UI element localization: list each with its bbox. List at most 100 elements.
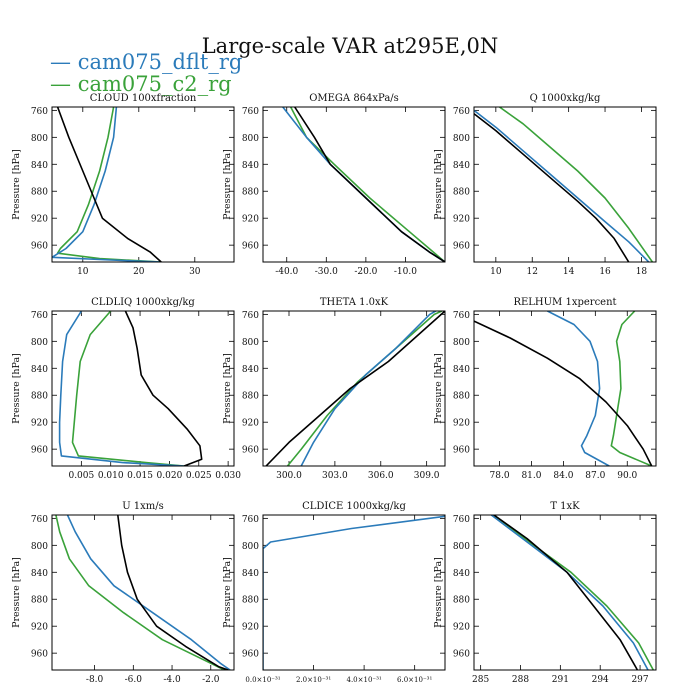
series-line-black [493,515,639,670]
series-line-cam075-c2-rg [286,311,443,466]
x-tick-label: -10.0 [394,267,417,277]
plot-frame [262,106,446,263]
series-line-black [294,107,445,262]
panel-1: CLOUD 100xfraction Pressure [hPa] 760 800 84… [11,93,235,277]
x-tick-label: 14 [563,267,575,277]
plot-frame [473,310,657,467]
legend-label-c2: cam075_c2_rg [77,72,232,96]
series-line-cam075-dflt-rg [547,311,610,466]
x-tick-label: -8.0 [86,675,104,685]
panel-title: Q 1000xkg/kg [530,93,601,104]
y-tick-label: 840 [31,365,48,375]
series-line-cam075-c2-rg [493,515,655,670]
x-tick-label: 87.0 [585,471,605,481]
panel-9: T 1xK Pressure [hPa] 760 800 840 880 920 960 285… [433,501,657,685]
y-tick-label: 760 [31,515,48,525]
series-line-cam075-c2-rg [71,311,185,466]
y-tick-label: 840 [242,161,259,171]
x-tick-label: 303.0 [322,471,348,481]
series-line-black [117,515,229,670]
x-tick-label: 90.0 [617,471,637,481]
x-tick-label: 0.005 [68,471,94,481]
y-tick-label: 960 [242,242,259,252]
y-axis-label: Pressure [hPa] [222,149,233,220]
y-tick-label: 880 [242,188,259,198]
y-tick-label: 960 [31,650,48,660]
y-tick-label: 920 [242,215,259,225]
y-tick-label: 800 [31,338,48,348]
x-tick-label: 18 [636,267,648,277]
x-tick-label: 78.0 [490,471,510,481]
y-tick-label: 800 [453,134,470,144]
x-tick-label: 84.0 [553,471,573,481]
y-tick-label: 920 [31,419,48,429]
y-tick-label: 840 [453,569,470,579]
y-tick-label: 960 [242,446,259,456]
series-line-black [56,107,162,262]
series-line-cam075-c2-rg [289,107,445,262]
series-line-cam075-dflt-rg [300,311,437,466]
y-tick-label: 960 [453,242,470,252]
series-line-cam075-c2-rg [55,515,225,670]
y-axis-label: Pressure [hPa] [222,353,233,424]
series-line-cam075-dflt-rg [263,515,445,670]
x-tick-label: 0.015 [127,471,153,481]
x-tick-label: 16 [599,267,611,277]
y-tick-label: 880 [31,596,48,606]
y-axis-label: Pressure [hPa] [433,353,444,424]
x-tick-label: -20.0 [354,267,377,277]
y-tick-label: 840 [242,569,259,579]
y-axis-label: Pressure [hPa] [222,557,233,628]
x-tick-label: 0.025 [186,471,212,481]
x-tick-label: -4.0 [163,675,181,685]
x-tick-label: 30 [189,267,201,277]
series-line-cam075-dflt-rg [474,109,650,262]
series-line-black [124,311,203,466]
x-tick-label: 10 [490,267,502,277]
y-tick-label: 760 [31,311,48,321]
y-tick-label: 800 [31,542,48,552]
panel-2: OMEGA 864xPa/s Pressure [hPa] 760 800 840 880… [222,93,446,277]
series-line-cam075-dflt-rg [490,515,649,670]
x-tick-label: 0.010 [98,471,124,481]
y-axis-label: Pressure [hPa] [433,557,444,628]
y-tick-label: 960 [453,446,470,456]
y-tick-label: 800 [31,134,48,144]
panel-title: U 1xm/s [122,501,164,512]
y-tick-label: 800 [453,542,470,552]
panel-3: Q 1000xkg/kg Pressure [hPa] 760 800 840 880 92… [433,93,657,277]
y-axis-label: Pressure [hPa] [11,353,22,424]
y-tick-label: 920 [31,215,48,225]
y-tick-label: 760 [453,107,470,117]
plot-frame [51,310,235,467]
x-tick-label: 10 [77,267,89,277]
y-axis-label: Pressure [hPa] [11,149,22,220]
x-tick-label: 285 [472,675,489,685]
x-tick-label: 2.0×10⁻³¹ [296,676,331,684]
panel-8: CLDICE 1000xkg/kg Pressure [hPa] 760 800 840… [222,501,446,684]
y-tick-label: 760 [31,107,48,117]
x-tick-label: 4.0×10⁻³¹ [347,676,382,684]
series-line-black [265,311,445,466]
y-tick-label: 800 [242,134,259,144]
x-tick-label: 294 [592,675,609,685]
x-tick-label: 0.030 [215,471,241,481]
y-tick-label: 800 [453,338,470,348]
y-tick-label: 760 [242,107,259,117]
x-tick-label: 12 [527,267,538,277]
y-tick-label: 920 [31,623,48,633]
y-tick-label: 920 [242,623,259,633]
panel-title: RELHUM 1xpercent [513,297,616,308]
x-tick-label: 300.0 [276,471,302,481]
series-line-black [474,113,630,262]
x-tick-label: 306.0 [368,471,394,481]
chart-title: Large-scale VAR at295E,0N [201,34,499,58]
panel-title: CLDICE 1000xkg/kg [302,501,406,512]
x-tick-label: -6.0 [125,675,143,685]
x-tick-label: 20 [133,267,145,277]
y-tick-label: 960 [242,650,259,660]
series-line-black [474,320,653,466]
y-tick-label: 880 [453,596,470,606]
panel-title: THETA 1.0xK [320,297,389,308]
